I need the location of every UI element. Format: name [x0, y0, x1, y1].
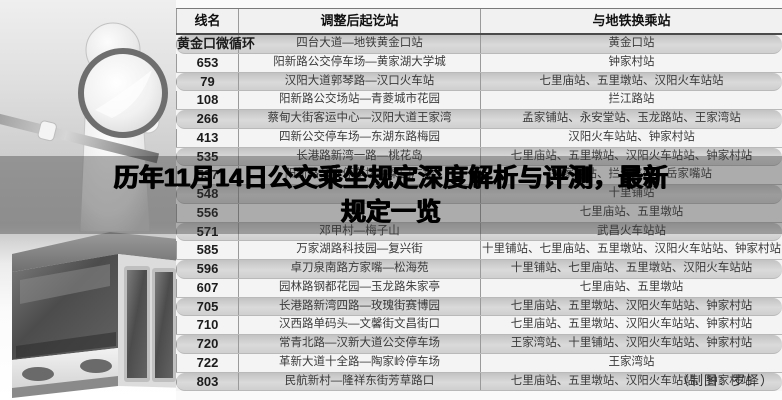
stations-cell: 七里庙站、五里墩站、汉阳火车站站、钟家村站	[510, 149, 753, 162]
line-cell: 79	[176, 72, 239, 91]
stations-cell: 黄金口站	[608, 37, 655, 49]
table-body: 黄金口微循环 四台大道—地铁黄金口站 黄金口站 653 阳新路公交停车场—黄家湖大学城钟…	[176, 35, 782, 392]
table-header-row: 线名 调整后起讫站 与地铁换乘站	[176, 8, 782, 35]
route-cell: 长港路新湾四路—玫瑰街赛博园	[239, 297, 481, 316]
magnifying-glass-figure-icon	[0, 22, 168, 232]
route-cell	[239, 185, 481, 203]
line-cell: 556	[176, 203, 239, 222]
stations-cell: 十里铺站	[608, 187, 655, 199]
table-row: 266 蔡甸大街客运中心—汉阳大道王家湾 孟家铺站、永安堂站、玉龙路站、王家湾站	[176, 110, 782, 129]
route-cell: 万家湖路科技园—复兴街	[239, 241, 481, 259]
table-row: 548 十里铺站	[176, 185, 782, 204]
table-row: 720 常青北路—汉新大道公交停车场 王家湾站、十里铺站、汉阳火车站站、钟家村站	[176, 335, 782, 354]
line-cell: 571	[176, 222, 239, 241]
line-cell: 653	[176, 53, 239, 72]
table-row: 596 卓刀泉南路方家嘴—松海苑 十里铺站、七里庙站、五里墩站、汉阳火车站站	[176, 260, 782, 279]
stations-cell: 钟家村站、拦江路站、岳家嘴站	[551, 168, 712, 181]
table-row: 705 长港路新湾四路—玫瑰街赛博园 七里庙站、五里墩站、汉阳火车站站、钟家村站	[176, 297, 782, 317]
route-cell: 卓刀泉南路方家嘴—松海苑	[239, 260, 481, 278]
header-start-end-stops: 调整后起讫站	[239, 9, 481, 33]
line-cell: 720	[176, 335, 239, 353]
line-cell: 705	[176, 297, 239, 316]
stations-cell: 七里庙站、五里墩站	[579, 280, 684, 293]
headline-line-1: 历年11月14日公交乘坐规定深度解析与评测，最新	[113, 164, 669, 192]
table-row: 571 邓甲村—梅子山 武昌火车站站	[176, 222, 782, 242]
stations-cell: 汉阳火车站站、钟家村站	[568, 130, 695, 143]
left-art-panel	[0, 0, 190, 400]
table-row: 535 长港路新湾一路—桃花岛 七里庙站、五里墩站、汉阳火车站站、钟家村站	[176, 147, 782, 167]
table-row: 607 园林路钢都花园—玉龙路朱家亭 七里庙站、五里墩站	[176, 278, 782, 298]
route-cell: 汉阳大道郭琴路—汉口火车站	[239, 72, 481, 91]
stations-cell: 王家湾站、十里铺站、汉阳火车站站、钟家村站	[510, 337, 753, 349]
line-cell: 607	[176, 278, 239, 297]
route-cell: 阳新路公交停车场—梨园广场	[239, 166, 481, 184]
stations-cell: 武昌火车站站	[597, 224, 666, 237]
route-cell: 阳新路公交停车场—黄家湖大学城	[239, 53, 481, 72]
headline-line-2: 规定一览	[340, 198, 441, 226]
table-row: 79 汉阳大道郭琴路—汉口火车站 七里庙站、五里墩站、汉阳火车站站	[176, 72, 782, 92]
route-cell: 革新大道十全路—陶家岭停车场	[239, 353, 481, 372]
stations-cell: 钟家村站	[608, 55, 655, 68]
line-cell: 535	[176, 147, 239, 166]
table-row: 537 阳新路公交停车场—梨园广场 钟家村站、拦江路站、岳家嘴站	[176, 166, 782, 185]
line-cell: 710	[176, 316, 239, 334]
bus-routes-table: 线名 调整后起讫站 与地铁换乘站 黄金口微循环 四台大道—地铁黄金口站 黄金口站 65…	[176, 8, 782, 392]
route-cell: 常青北路—汉新大道公交停车场	[239, 335, 481, 353]
stations-cell: 孟家铺站、永安堂站、玉龙路站、王家湾站	[522, 112, 741, 124]
route-cell: 邓甲村—梅子山	[239, 222, 481, 241]
table-row: 803 民航新村—隆祥东街芳草路口 七里庙站、五里墩站、汉阳火车站站、钟家村站	[176, 372, 782, 392]
stations-cell: 拦江路站	[608, 93, 655, 106]
table-row: 710 汉西路单码头—文馨街文昌街口 七里庙站、五里墩站、汉阳火车站站、钟家村站	[176, 316, 782, 335]
line-cell: 803	[176, 372, 239, 391]
bus-photo	[12, 232, 190, 398]
route-cell: 民航新村—隆祥东街芳草路口	[239, 372, 481, 391]
stations-cell: 十里铺站、七里庙站、五里墩站、汉阳火车站站、钟家村站	[482, 243, 781, 256]
stations-cell: 王家湾站	[608, 355, 655, 368]
line-cell: 596	[176, 260, 239, 278]
stations-cell: 七里庙站、五里墩站、汉阳火车站站、钟家村站	[510, 318, 753, 331]
table-row: 108 阳新路公交场站—青菱城市花园 拦江路站	[176, 91, 782, 110]
route-cell: 长港路新湾一路—桃花岛	[239, 147, 481, 166]
route-cell: 蔡甸大街客运中心—汉阳大道王家湾	[239, 110, 481, 128]
line-cell: 黄金口微循环	[176, 35, 256, 53]
stations-cell: 十里铺站、七里庙站、五里墩站、汉阳火车站站	[510, 262, 753, 274]
route-cell: 阳新路公交场站—青菱城市花园	[239, 91, 481, 109]
route-cell	[239, 203, 481, 222]
stations-cell: 七里庙站、五里墩站	[579, 205, 684, 218]
line-cell: 548	[176, 185, 239, 203]
line-cell: 413	[176, 128, 239, 147]
route-cell: 四台大道—地铁黄金口站	[239, 35, 481, 53]
table-row: 722 革新大道十全路—陶家岭停车场 王家湾站	[176, 353, 782, 373]
line-cell: 108	[176, 91, 239, 109]
table-row: 653 阳新路公交停车场—黄家湖大学城 钟家村站	[176, 53, 782, 73]
table-row: 556 七里庙站、五里墩站	[176, 203, 782, 223]
line-cell: 585	[176, 241, 239, 259]
table-row: 413 四新公交停车场—东湖东路梅园 汉阳火车站站、钟家村站	[176, 128, 782, 148]
stations-cell: 七里庙站、五里墩站、汉阳火车站站	[539, 74, 724, 87]
table-row: 黄金口微循环 四台大道—地铁黄金口站 黄金口站	[176, 35, 782, 54]
line-cell: 537	[176, 166, 239, 184]
line-cell: 722	[176, 353, 239, 372]
header-metro-transfer: 与地铁换乘站	[592, 13, 671, 28]
route-cell: 汉西路单码头—文馨街文昌街口	[239, 316, 481, 334]
line-cell: 266	[176, 110, 239, 128]
header-line-name: 线名	[176, 9, 239, 33]
route-cell: 园林路钢都花园—玉龙路朱家亭	[239, 278, 481, 297]
stations-cell: 七里庙站、五里墩站、汉阳火车站站、钟家村站	[510, 374, 753, 387]
graphic-credit: （制图：罗怿）	[675, 373, 774, 388]
headline-overlay: 历年11月14日公交乘坐规定深度解析与评测，最新 规定一览	[0, 156, 782, 234]
table-row: 585 万家湖路科技园—复兴街 十里铺站、七里庙站、五里墩站、汉阳火车站站、钟家村站	[176, 241, 782, 260]
stations-cell: 七里庙站、五里墩站、汉阳火车站站、钟家村站	[510, 299, 753, 312]
route-cell: 四新公交停车场—东湖东路梅园	[239, 128, 481, 147]
